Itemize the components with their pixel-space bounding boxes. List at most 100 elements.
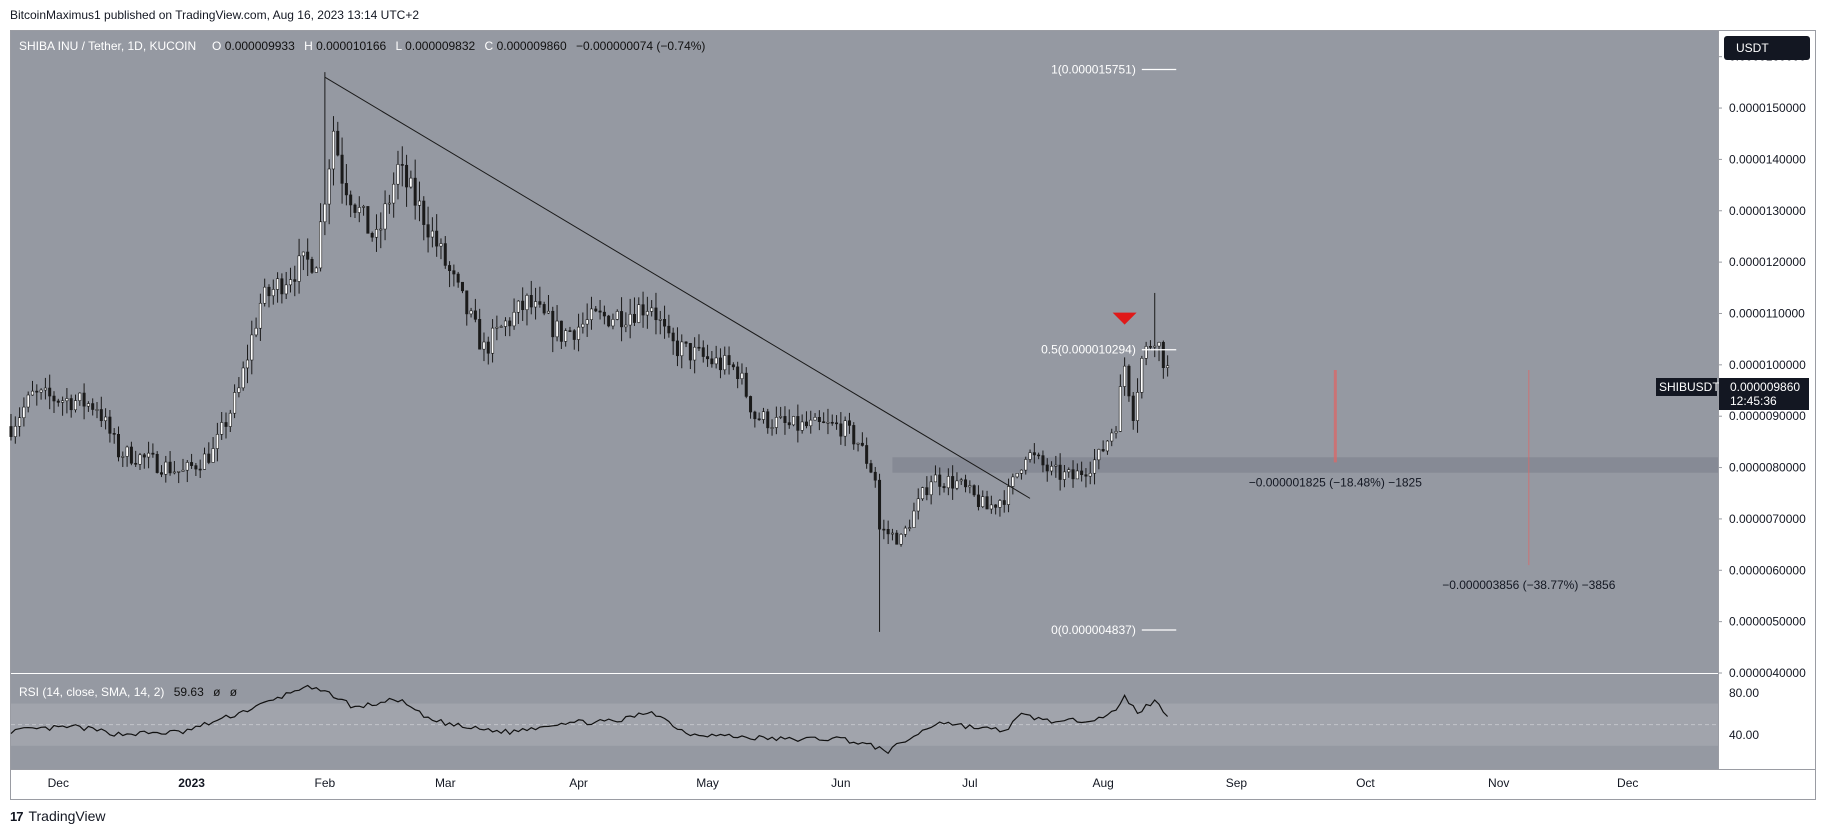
candle-body [1131,395,1135,421]
horizontal-zone[interactable] [892,457,1718,473]
candle-body [895,532,899,545]
legend-ohlc: O 0.000009933 H 0.000010166 L 0.00000983… [212,39,705,53]
candle-body [185,462,189,471]
candle-body [1071,469,1075,480]
candle-body [452,270,456,275]
candle-body [327,168,331,205]
candle-body [65,398,69,402]
candle-body [301,251,305,257]
candle-body [138,454,142,465]
candle-body [890,532,894,535]
candle-body [1148,346,1152,348]
measure-label: −0.000001825 (−18.48%) −1825 [1249,475,1422,489]
rsi-line [10,684,1169,755]
candle-body [1136,392,1140,421]
candle-body [620,311,624,328]
candle-body [761,411,765,420]
price-tick-group: 0.00001600000.00001500000.00001400000.00… [1718,50,1806,680]
candle-body [542,304,546,314]
candle-body [951,476,955,489]
candle-body [555,320,559,338]
candle-body [1075,470,1079,480]
candle-body [48,387,52,397]
candle-body [168,461,172,474]
currency-button[interactable]: USDT [1724,36,1810,60]
candle-body [598,310,602,313]
candle-body [198,468,202,471]
candle-body [817,416,821,422]
candle-body [125,446,129,457]
candle-body [1093,459,1097,474]
candle-body [387,202,391,205]
candle-body [955,480,959,489]
tradingview-logo[interactable]: 17 TradingView [10,808,106,824]
candle-body [314,267,318,273]
candle-body [1101,449,1105,452]
candle-body [835,422,839,425]
price-tick-label: 0.0000110000 [1729,306,1805,320]
candle-body [886,529,890,535]
candle-body [448,265,452,271]
candle-body [374,229,378,238]
candle-body [508,320,512,327]
candle-body [499,326,503,328]
candle-body [297,255,301,282]
candle-body [637,304,641,323]
price-pane[interactable] [11,31,1718,673]
candle-body [998,500,1002,508]
price-tick-label: 0.0000070000 [1729,512,1806,526]
price-tag-symbol: SHIBUSDT [1659,380,1720,394]
candle-body [994,504,998,508]
fib-label: 0.5(0.000010294) [1041,343,1136,357]
candle-body [370,233,374,238]
candle-body [99,409,103,422]
candle-body [1084,474,1088,477]
candle-body [245,359,249,369]
candle-body [362,206,366,208]
candle-body [624,324,628,328]
time-tick-label: Aug [1092,776,1113,790]
candle-body [1157,341,1161,347]
candle-body [1144,346,1148,359]
rsi-tick-group: 80.00 40.00 [1729,686,1759,742]
candle-body [190,462,194,466]
candle-body [241,367,245,389]
candle-body [155,453,159,473]
candle-body [546,310,550,314]
candle-body [852,425,856,445]
candle-body [645,311,649,316]
candle-body [607,315,611,327]
candle-body [1127,365,1131,397]
candle-body [1105,440,1109,452]
candle-body [968,485,972,488]
candle-body [460,281,464,292]
candle-body [224,422,228,427]
candle-body [585,319,589,325]
time-tick-label: May [696,776,719,790]
candle-body [1002,500,1006,505]
candle-body [1118,386,1122,432]
candle-body [435,230,439,247]
candle-body [697,346,701,349]
time-axis[interactable] [11,769,1815,799]
candle-body [718,357,722,371]
descending-trendline[interactable] [324,76,1031,499]
fib-level-group: 1(0.000015751) 0.5(0.000010294) 0(0.000004… [1041,62,1177,637]
candle-body [26,394,30,408]
candle-body [43,387,47,391]
candle-body [73,400,77,411]
candle-body [933,474,937,483]
candle-body [211,448,215,463]
candle-body [749,396,753,413]
candle-body [589,308,593,320]
candle-body [688,343,692,361]
candle-body [766,411,770,429]
candle-body [830,421,834,424]
candle-body [271,289,275,297]
candle-body [379,228,383,231]
candle-body [310,259,314,273]
red-down-triangle-marker[interactable] [1112,312,1137,325]
candle-body [706,356,710,360]
candle-body [684,341,688,344]
